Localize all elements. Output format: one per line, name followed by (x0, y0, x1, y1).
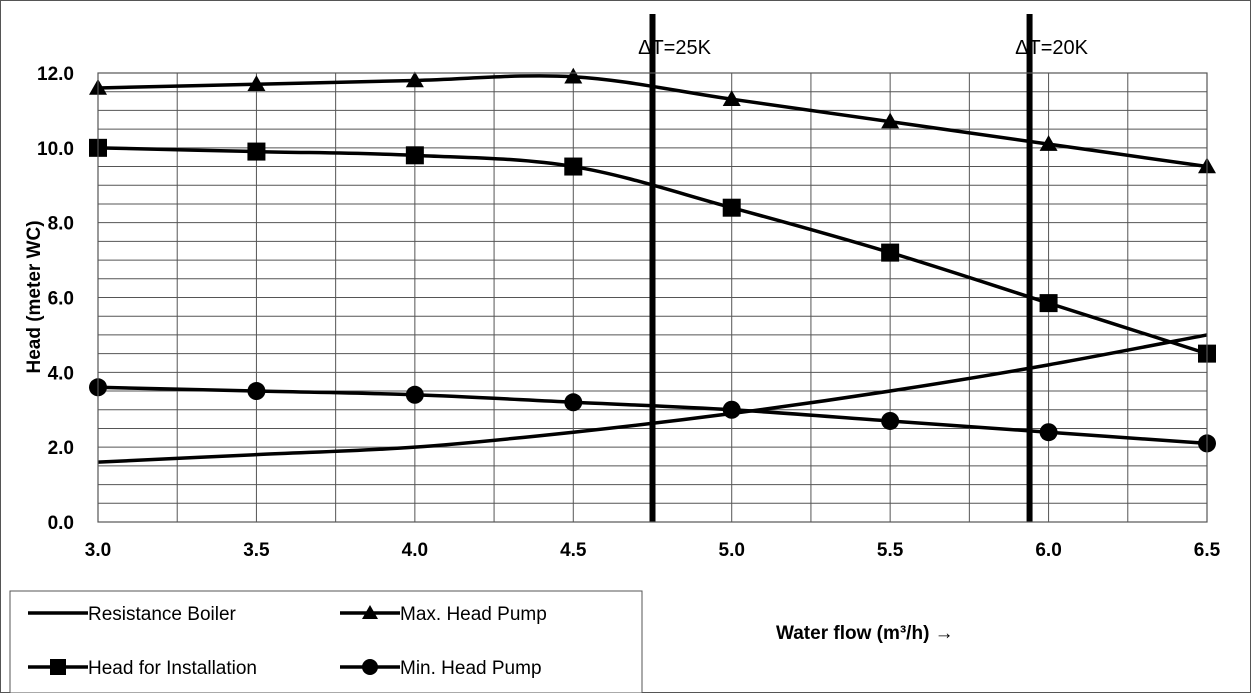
tick-labels: 3.0 3.5 4.0 4.5 5.0 5.5 6.0 6.5 0.0 2.0 4.0 6.0 8.0 1… (37, 64, 1221, 561)
triangle-marker (247, 75, 266, 91)
legend-item: Resistance Boiler (28, 604, 237, 625)
series-group (89, 67, 1216, 464)
circle-marker (362, 659, 378, 675)
x-tick-label: 5.0 (719, 540, 745, 561)
legend-label: Min. Head Pump (400, 658, 542, 679)
circle-marker (564, 393, 583, 412)
x-tick-label: 4.5 (560, 540, 587, 561)
square-marker (881, 243, 900, 262)
y-tick-label: 4.0 (48, 363, 74, 384)
square-marker (50, 659, 66, 675)
y-tick-label: 12.0 (37, 64, 74, 85)
y-tick-label: 6.0 (48, 289, 74, 310)
triangle-marker (722, 90, 741, 106)
series-head-for-installation (89, 138, 1216, 363)
circle-marker (247, 382, 266, 401)
series-max-head-pump (89, 67, 1216, 174)
series-min-head-pump (89, 378, 1216, 453)
legend-label: Head for Installation (88, 658, 257, 679)
square-marker (405, 146, 424, 165)
legend-item: Min. Head Pump (340, 658, 542, 679)
y-tick-label: 8.0 (48, 214, 74, 235)
y-tick-label: 2.0 (48, 438, 74, 459)
series-line (97, 333, 1208, 464)
legend-box (9, 590, 643, 693)
series-line (97, 74, 1208, 169)
triangle-marker (1039, 135, 1058, 151)
square-marker (722, 198, 741, 217)
x-tick-label: 4.0 (402, 540, 428, 561)
legend-label: Max. Head Pump (400, 604, 547, 625)
square-marker (247, 142, 266, 161)
series-line (97, 385, 1208, 446)
y-tick-label: 0.0 (48, 513, 74, 534)
triangle-marker (362, 605, 378, 619)
circle-marker (1039, 423, 1058, 442)
x-tick-label: 6.5 (1194, 540, 1221, 561)
x-axis-title: Water flow (m³/h) → (776, 623, 954, 644)
legend: Resistance Boiler Max. Head Pump Head for … (9, 590, 643, 693)
legend-item: Max. Head Pump (340, 604, 547, 625)
series-resistance-boiler (97, 333, 1208, 464)
triangle-marker (564, 67, 583, 84)
series-line (97, 146, 1208, 356)
x-tick-label: 5.5 (877, 540, 904, 561)
axes (97, 72, 1208, 523)
square-marker (564, 157, 583, 176)
reference-line-label: ΔT=25K (638, 37, 712, 59)
x-tick-label: 6.0 (1035, 540, 1061, 561)
circle-marker (722, 400, 741, 419)
circle-marker (881, 411, 900, 430)
reference-line-label: ΔT=20K (1015, 37, 1089, 59)
x-tick-label: 3.5 (243, 540, 270, 561)
y-axis-title: Head (meter WC) (24, 220, 45, 373)
y-tick-label: 10.0 (37, 139, 74, 160)
legend-label: Resistance Boiler (88, 604, 237, 625)
x-tick-label: 3.0 (85, 540, 111, 561)
reference-lines: ΔT=25K ΔT=20K (638, 14, 1089, 522)
square-marker (1039, 294, 1058, 313)
legend-item: Head for Installation (28, 658, 257, 679)
plot-border (97, 72, 1208, 523)
circle-marker (405, 385, 424, 404)
triangle-marker (405, 71, 424, 88)
triangle-marker (881, 112, 900, 129)
